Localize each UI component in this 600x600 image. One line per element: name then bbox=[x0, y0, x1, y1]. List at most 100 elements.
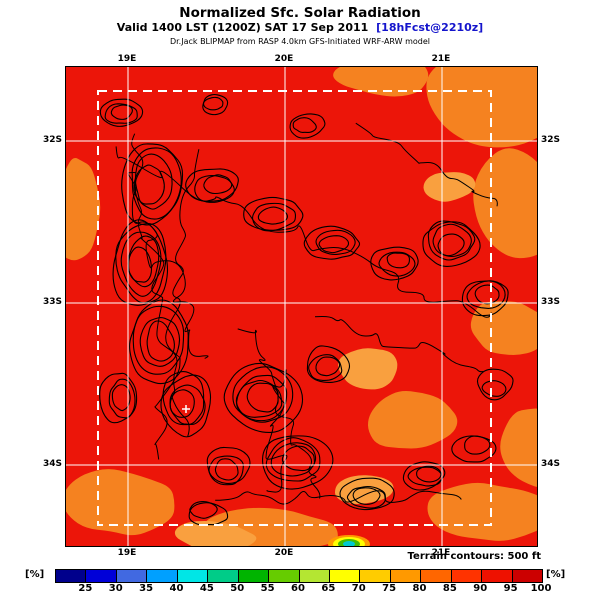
colorbar-tick-40: 40 bbox=[169, 583, 184, 594]
lon-label-top: 20E bbox=[274, 54, 294, 64]
terrain-contour bbox=[370, 246, 419, 281]
colorbar-tick-65: 65 bbox=[321, 583, 336, 594]
valid-line: Valid 1400 LST (1200Z) SAT 17 Sep 2011 [… bbox=[0, 21, 600, 34]
map-plot-area bbox=[65, 66, 538, 547]
terrain-contour bbox=[206, 446, 251, 485]
terrain-contour bbox=[146, 320, 175, 362]
colorbar-segment bbox=[56, 570, 86, 582]
terrain-contour bbox=[407, 466, 443, 487]
terrain-contour bbox=[427, 220, 476, 261]
terrain-contour bbox=[128, 246, 153, 283]
lat-label-right: 32S bbox=[541, 135, 561, 145]
terrain-contour bbox=[292, 117, 317, 133]
terrain-contour bbox=[214, 458, 239, 481]
radiation-field-base bbox=[66, 67, 537, 546]
radiation-patch bbox=[426, 67, 537, 148]
terrain-contour bbox=[257, 206, 289, 225]
solar-radiation-map bbox=[66, 67, 537, 546]
terrain-contour bbox=[237, 328, 321, 499]
radiation-patch bbox=[66, 158, 101, 261]
colorbar-tick-100: 100 bbox=[530, 583, 552, 594]
model-domain-boundary bbox=[97, 90, 492, 526]
colorbar-segment bbox=[115, 570, 147, 582]
colorbar-segment bbox=[328, 570, 360, 582]
terrain-contour bbox=[303, 225, 361, 260]
terrain-contour bbox=[437, 233, 465, 257]
colorbar-segment bbox=[268, 570, 299, 582]
lat-label-left: 34S bbox=[42, 459, 62, 469]
colorbar-segment bbox=[85, 570, 116, 582]
radiation-patch bbox=[367, 391, 458, 449]
colorbar-segment bbox=[359, 570, 390, 582]
terrain-contour bbox=[355, 122, 498, 207]
terrain-contour bbox=[139, 316, 181, 367]
terrain-contour bbox=[246, 382, 279, 413]
colorbar-tick-70: 70 bbox=[351, 583, 366, 594]
terrain-contour bbox=[162, 371, 205, 426]
terrain-contour bbox=[235, 379, 283, 418]
terrain-contour bbox=[203, 174, 233, 195]
terrain-contour bbox=[169, 389, 195, 418]
colorbar-unit-right: [%] bbox=[546, 569, 566, 580]
terrain-contour bbox=[270, 442, 317, 477]
terrain-contour bbox=[133, 164, 165, 205]
colorbar-tick-50: 50 bbox=[230, 583, 245, 594]
radiation-patch bbox=[66, 469, 175, 536]
terrain-contour bbox=[223, 362, 304, 434]
terrain-contour bbox=[352, 487, 381, 505]
terrain-contour bbox=[208, 455, 244, 486]
terrain-contour bbox=[189, 500, 218, 519]
chart-title: Normalized Sfc. Solar Radiation bbox=[179, 5, 421, 21]
terrain-contour bbox=[466, 280, 506, 309]
terrain-contour bbox=[481, 380, 507, 397]
colorbar-tick-85: 85 bbox=[442, 583, 457, 594]
colorbar-segment bbox=[511, 570, 542, 582]
colorbar-segment bbox=[389, 570, 421, 582]
radiation-patch bbox=[338, 348, 398, 390]
terrain-contour bbox=[464, 435, 491, 455]
terrain-contour bbox=[306, 345, 351, 384]
terrain-contour bbox=[120, 231, 162, 297]
terrain-contour bbox=[215, 490, 462, 505]
model-attribution-line: Dr.Jack BLIPMAP from RASP 4.0km GFS-Init… bbox=[169, 37, 431, 46]
colorbar-segment bbox=[146, 570, 177, 582]
lon-label-top: 19E bbox=[117, 54, 137, 64]
terrain-contour bbox=[416, 465, 442, 483]
terrain-contour bbox=[339, 477, 395, 511]
colorbar-tick-35: 35 bbox=[139, 583, 154, 594]
colorbar-tick-60: 60 bbox=[291, 583, 305, 594]
terrain-contour bbox=[185, 168, 239, 202]
terrain-contour bbox=[202, 96, 224, 111]
terrain-contour bbox=[262, 435, 334, 490]
terrain-contour bbox=[104, 103, 138, 124]
radiation-patch bbox=[427, 482, 537, 541]
colorbar-segment bbox=[237, 570, 269, 582]
terrain-contour bbox=[115, 222, 167, 304]
colorbar-tick-75: 75 bbox=[382, 583, 397, 594]
radiation-patch bbox=[500, 408, 537, 487]
colorbar-tick-95: 95 bbox=[503, 583, 518, 594]
colorbar-tick-45: 45 bbox=[199, 583, 214, 594]
colorbar-tick-labels: 25 30 35 40 45 50 55 60 65 70 75 80 85 90 95 100 bbox=[55, 583, 551, 597]
terrain-contour bbox=[132, 305, 185, 375]
radiation-patch bbox=[333, 67, 429, 97]
terrain-contour bbox=[289, 113, 326, 139]
lon-label-bottom: 20E bbox=[274, 548, 294, 558]
lat-label-left: 33S bbox=[42, 297, 62, 307]
radiation-patch bbox=[423, 172, 476, 202]
terrain-contour bbox=[243, 196, 304, 231]
lat-label-left: 32S bbox=[42, 135, 62, 145]
terrain-contour bbox=[265, 437, 321, 482]
colorbar-segment bbox=[298, 570, 329, 582]
terrain-contour bbox=[315, 356, 341, 377]
radiation-patch bbox=[470, 301, 537, 355]
low-radiation-spot bbox=[343, 541, 355, 546]
terrain-contour bbox=[315, 229, 356, 255]
radiation-patch bbox=[174, 520, 257, 546]
terrain-contour bbox=[432, 223, 472, 258]
valid-time-text: Valid 1400 LST (1200Z) SAT 17 Sep 2011 bbox=[116, 21, 369, 34]
terrain-contour bbox=[131, 147, 182, 220]
terrain-contour bbox=[281, 445, 316, 472]
colorbar-tick-25: 25 bbox=[78, 583, 93, 594]
